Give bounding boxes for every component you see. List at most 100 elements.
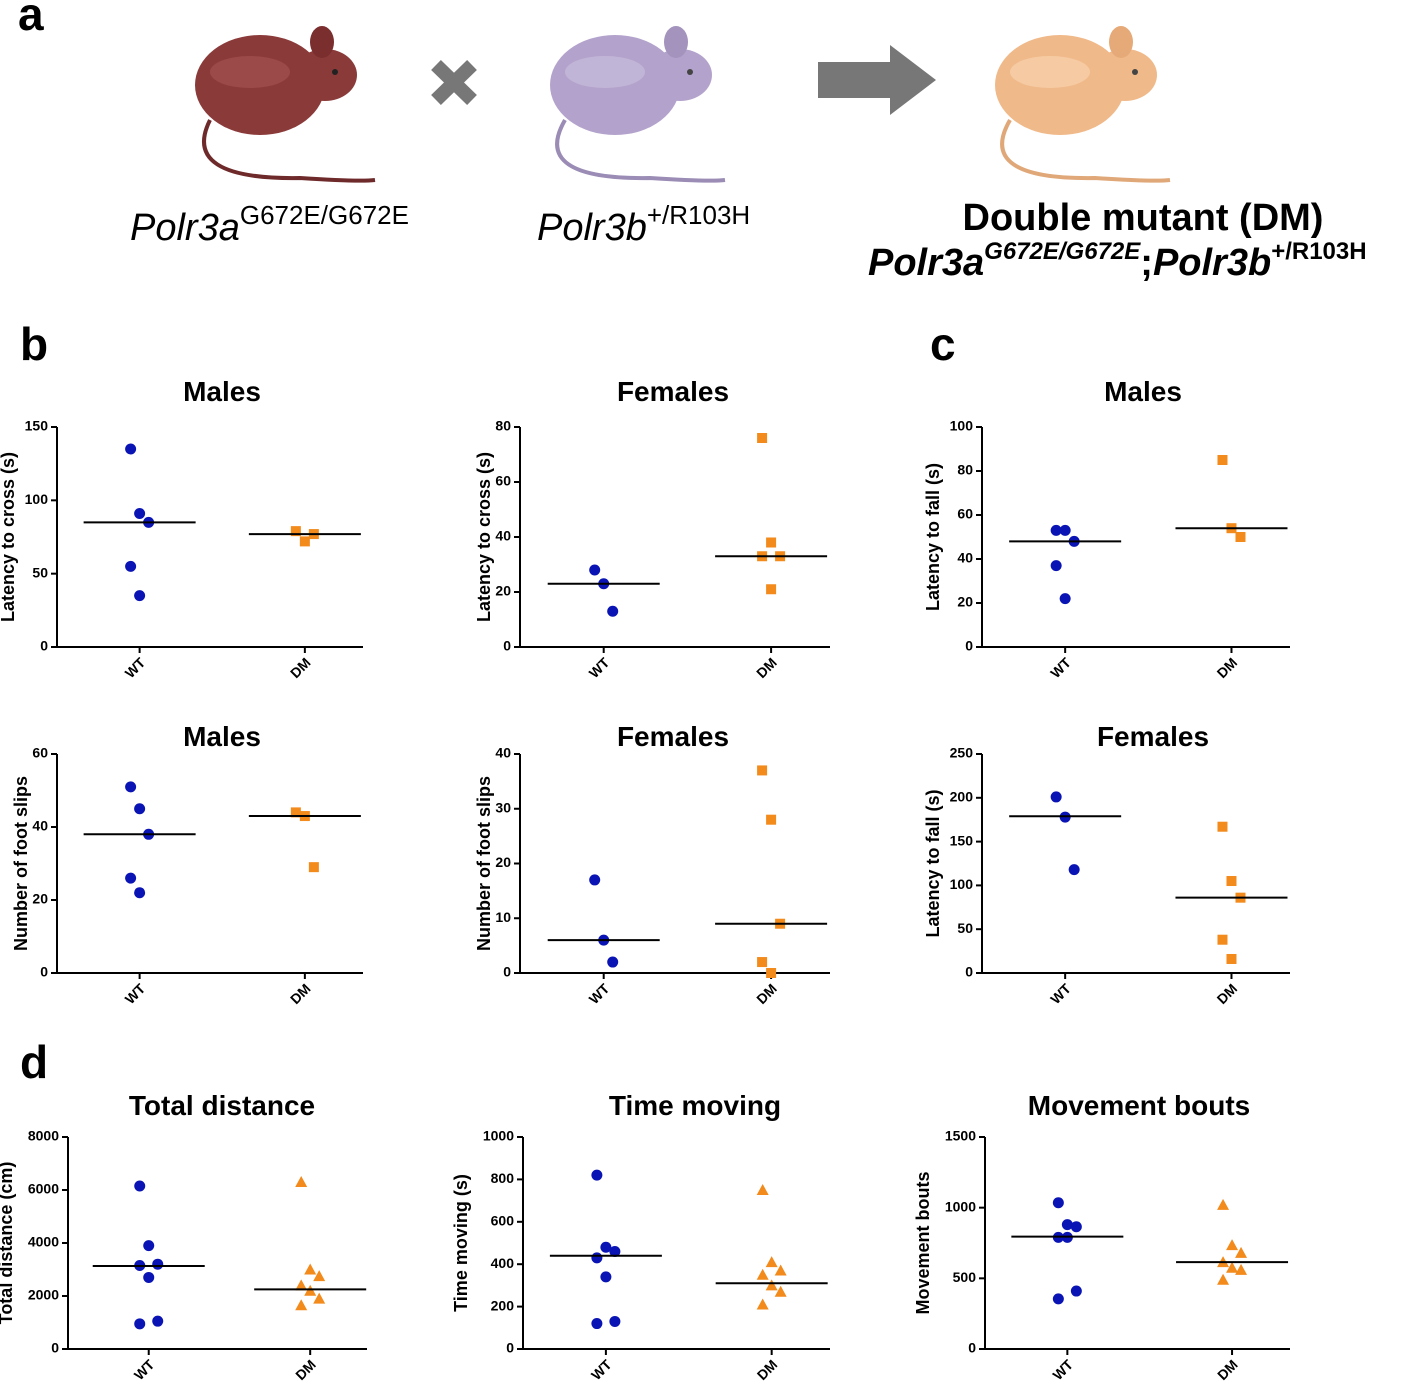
chart-title: Total distance (129, 1090, 315, 1121)
data-point (295, 1176, 308, 1188)
data-point (766, 584, 777, 595)
y-axis-label: Latency to cross (s) (0, 452, 18, 622)
y-tick-label: 0 (503, 638, 511, 654)
data-point (589, 874, 601, 886)
x-tick-label: WT (1047, 654, 1074, 681)
chart-title: Males (183, 376, 261, 407)
data-point (134, 1318, 146, 1330)
data-point (308, 862, 319, 873)
data-point (1059, 593, 1071, 605)
data-point (1217, 821, 1228, 832)
data-point (774, 1285, 787, 1297)
y-tick-label: 0 (965, 964, 973, 980)
data-point (600, 1241, 612, 1253)
data-point (290, 526, 301, 537)
allele: +/R103H (1271, 238, 1366, 265)
y-tick-label: 60 (32, 745, 48, 761)
y-tick-label: 500 (953, 1269, 977, 1285)
data-point (591, 1169, 603, 1181)
y-tick-label: 0 (503, 964, 511, 980)
y-tick-label: 50 (32, 564, 48, 580)
panel-label: d (20, 1036, 48, 1088)
separator: ; (1140, 242, 1153, 284)
data-point (1068, 864, 1080, 876)
x-tick-label: DM (292, 1356, 319, 1383)
data-point (1050, 524, 1062, 536)
y-tick-label: 40 (32, 818, 48, 834)
data-point (607, 605, 619, 617)
data-point (766, 537, 777, 548)
y-tick-label: 20 (495, 854, 511, 870)
y-tick-label: 600 (491, 1213, 515, 1229)
x-tick-label: DM (754, 1356, 781, 1383)
y-tick-label: 60 (495, 473, 511, 489)
x-tick-label: WT (122, 654, 149, 681)
data-point (1070, 1221, 1082, 1233)
y-tick-label: 80 (495, 418, 511, 434)
data-point (757, 433, 768, 443)
data-point (589, 564, 601, 576)
allele: G672E/G672E (240, 200, 409, 230)
gene: Polr3b (537, 207, 647, 249)
y-tick-label: 200 (491, 1297, 515, 1313)
y-tick-label: 4000 (28, 1234, 59, 1250)
panel-label: c (930, 318, 956, 370)
data-point (304, 1263, 317, 1275)
chart-title: Females (1097, 721, 1209, 752)
y-tick-label: 20 (495, 583, 511, 599)
x-tick-label: WT (131, 1356, 158, 1383)
genotype-label: Polr3b+/R103H (537, 200, 750, 249)
y-tick-label: 150 (25, 418, 49, 434)
data-point (1217, 455, 1228, 465)
mouse-parent2 (550, 26, 726, 183)
data-point (295, 1299, 308, 1311)
x-tick-label: DM (1214, 1356, 1241, 1383)
gene: Polr3a (130, 207, 240, 249)
data-point (134, 508, 146, 520)
data-point (766, 968, 777, 978)
allele: G672E/G672E (984, 238, 1141, 265)
data-point (143, 1240, 155, 1252)
data-point (313, 1292, 326, 1304)
data-point (1235, 532, 1246, 542)
data-point (756, 1298, 769, 1310)
y-axis-label: Time moving (s) (451, 1174, 471, 1312)
y-tick-label: 8000 (28, 1128, 59, 1144)
y-tick-label: 150 (950, 832, 974, 848)
data-point (591, 1252, 603, 1264)
data-point (299, 536, 310, 547)
data-point (756, 1184, 769, 1195)
data-point (774, 1264, 787, 1276)
y-tick-label: 40 (957, 550, 973, 566)
data-point (134, 887, 146, 899)
y-tick-label: 40 (495, 528, 511, 544)
y-axis-label: Total distance (cm) (0, 1162, 16, 1325)
data-point (607, 956, 619, 968)
y-tick-label: 1500 (945, 1128, 976, 1144)
panel-label: b (20, 318, 48, 370)
data-point (766, 814, 777, 825)
y-tick-label: 10 (495, 909, 511, 925)
y-tick-label: 20 (957, 594, 973, 610)
gene: Polr3b (1153, 242, 1271, 284)
y-tick-label: 0 (968, 1340, 976, 1356)
x-tick-label: WT (1047, 980, 1074, 1007)
y-tick-label: 0 (40, 638, 48, 654)
data-point (600, 1271, 612, 1283)
y-axis-label: Latency to fall (s) (923, 789, 943, 937)
chart-title: Time moving (609, 1090, 781, 1121)
mouse-parent1 (195, 26, 376, 183)
data-point (125, 560, 137, 572)
x-tick-label: DM (753, 980, 780, 1007)
chart-title: Females (617, 721, 729, 752)
y-tick-label: 60 (957, 506, 973, 522)
panel-label: a (18, 0, 44, 40)
data-point (1061, 1219, 1073, 1231)
x-tick-label: DM (753, 654, 780, 681)
y-tick-label: 1000 (483, 1128, 514, 1144)
y-tick-label: 100 (950, 418, 974, 434)
chart-title: Females (617, 376, 729, 407)
y-axis-label: Latency to fall (s) (923, 463, 943, 611)
data-point (1226, 953, 1237, 964)
y-tick-label: 400 (491, 1255, 515, 1271)
